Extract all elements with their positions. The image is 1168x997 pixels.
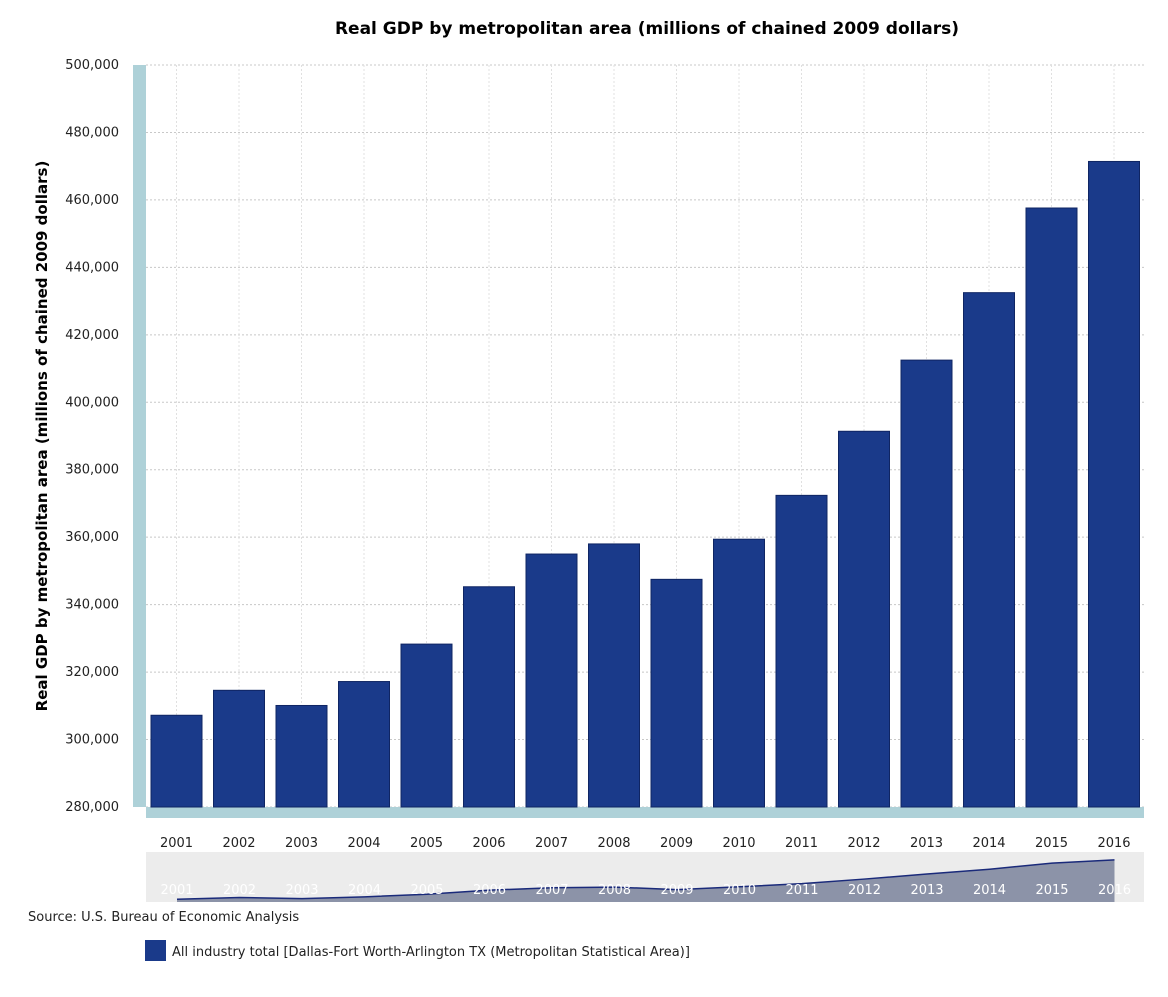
x-tick-label: 2005 (410, 836, 443, 851)
x-tick-label: 2013 (910, 836, 943, 851)
navigator-tick-label: 2012 (848, 883, 881, 898)
navigator-tick-label: 2016 (1098, 883, 1131, 898)
y-tick-label: 380,000 (65, 463, 119, 478)
x-tick-label: 2009 (660, 836, 693, 851)
legend-swatch[interactable] (145, 940, 166, 961)
bar-2010[interactable] (713, 538, 765, 808)
x-tick-labels: 2001 2002 2003 2004 2005 2006 2007 2008 2009 2010… (160, 836, 1131, 851)
bar-2008[interactable] (588, 543, 640, 808)
y-axis-band (133, 65, 146, 807)
x-tick-label: 2012 (847, 836, 880, 851)
y-tick-label: 340,000 (65, 598, 119, 613)
source-note: Source: U.S. Bureau of Economic Analysis (28, 910, 299, 925)
navigator-tick-label: 2005 (410, 883, 443, 898)
navigator-tick-label: 2004 (348, 883, 381, 898)
navigator-tick-label: 2002 (223, 883, 256, 898)
navigator-tick-label: 2013 (910, 883, 943, 898)
x-tick-label: 2006 (472, 836, 505, 851)
chart-title: Real GDP by metropolitan area (millions … (335, 19, 959, 39)
x-tick-label: 2001 (160, 836, 193, 851)
legend-label[interactable]: All industry total [Dallas-Fort Worth-Ar… (172, 945, 690, 960)
bar-2009[interactable] (650, 578, 703, 808)
navigator[interactable]: 2001 2002 2003 2004 2005 2006 2007 2008 2009 2010… (146, 852, 1144, 902)
bars[interactable] (150, 160, 1140, 808)
bar-2002[interactable] (213, 689, 265, 808)
navigator-tick-label: 2006 (473, 883, 506, 898)
y-tick-label: 300,000 (65, 733, 119, 748)
x-tick-label: 2002 (222, 836, 255, 851)
y-tick-label: 460,000 (65, 193, 119, 208)
navigator-tick-label: 2007 (535, 883, 568, 898)
navigator-tick-label: 2009 (660, 883, 693, 898)
navigator-tick-label: 2015 (1035, 883, 1068, 898)
y-tick-label: 420,000 (65, 328, 119, 343)
navigator-tick-label: 2008 (598, 883, 631, 898)
x-tick-label: 2004 (347, 836, 380, 851)
y-tick-label: 480,000 (65, 125, 119, 140)
bar-2013[interactable] (900, 359, 953, 808)
bar-2003[interactable] (275, 704, 328, 808)
x-tick-label: 2007 (535, 836, 568, 851)
bar-2006[interactable] (463, 586, 515, 808)
bar-2014[interactable] (963, 292, 1015, 808)
bar-2016[interactable] (1088, 160, 1140, 808)
y-tick-label: 400,000 (65, 395, 119, 410)
navigator-tick-label: 2011 (785, 883, 818, 898)
y-tick-label: 360,000 (65, 530, 119, 545)
x-tick-label: 2008 (597, 836, 630, 851)
y-axis-label: Real GDP by metropolitan area (millions … (33, 161, 51, 712)
y-tick-label: 440,000 (65, 260, 119, 275)
bar-2015[interactable] (1025, 207, 1078, 808)
x-tick-label: 2003 (285, 836, 318, 851)
x-tick-label: 2014 (972, 836, 1005, 851)
y-tick-label: 320,000 (65, 665, 119, 680)
y-tick-labels: 280,000 300,000 320,000 340,000 360,000 380,0… (65, 58, 119, 815)
navigator-tick-label: 2014 (973, 883, 1006, 898)
x-tick-label: 2015 (1035, 836, 1068, 851)
navigator-tick-label: 2003 (285, 883, 318, 898)
x-tick-label: 2011 (785, 836, 818, 851)
navigator-area (177, 859, 1115, 902)
x-axis-band (146, 807, 1144, 818)
bar-2001[interactable] (150, 714, 203, 808)
bar-2007[interactable] (525, 553, 578, 808)
navigator-tick-label: 2010 (723, 883, 756, 898)
y-tick-label: 280,000 (65, 800, 119, 815)
bar-2004[interactable] (338, 681, 390, 808)
x-tick-label: 2016 (1097, 836, 1130, 851)
bar-2011[interactable] (775, 494, 828, 808)
navigator-tick-labels: 2001 2002 2003 2004 2005 2006 2007 2008 2009 2010… (160, 883, 1131, 898)
legend[interactable]: All industry total [Dallas-Fort Worth-Ar… (145, 940, 690, 961)
bar-2005[interactable] (400, 643, 453, 808)
bar-2012[interactable] (838, 430, 890, 808)
y-tick-label: 500,000 (65, 58, 119, 73)
x-tick-label: 2010 (722, 836, 755, 851)
navigator-tick-label: 2001 (160, 883, 193, 898)
navigator-line (176, 859, 1115, 901)
